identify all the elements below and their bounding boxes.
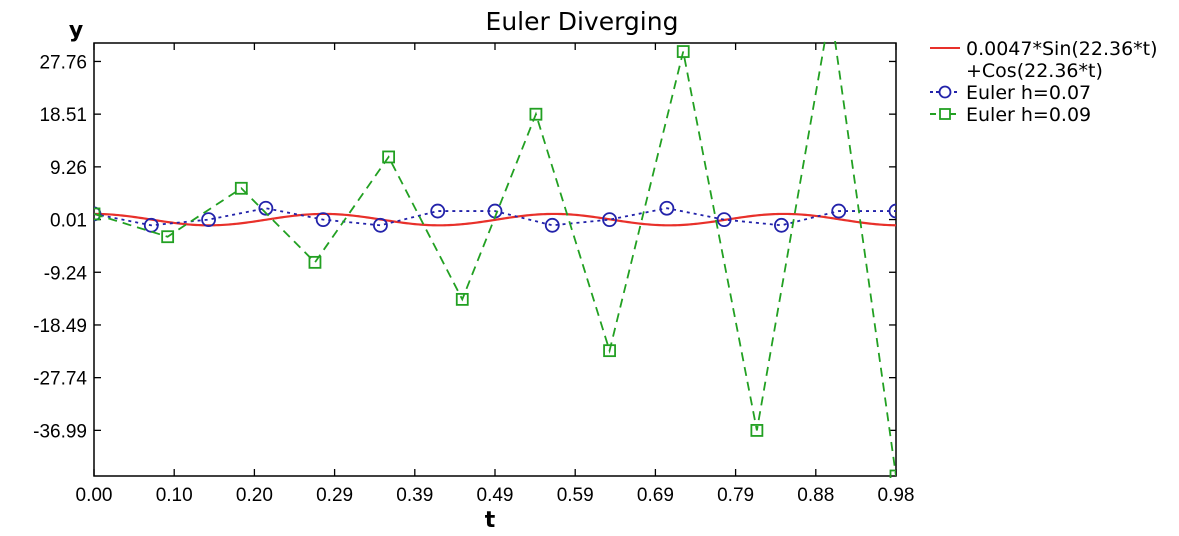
y-axis: 27.76 18.51 9.26 0.01 -9.24 -18.49 -27.74 -36.9… (33, 52, 896, 442)
data-point-square (825, 3, 836, 14)
data-point-square (94, 207, 101, 221)
series-line-0 (94, 212, 896, 227)
data-point-circle (602, 212, 617, 228)
data-point-circle (888, 203, 896, 219)
data-point-square (676, 45, 690, 58)
x-tick-label: 0.59 (557, 485, 594, 506)
data-point-square (234, 181, 248, 195)
data-point-circle (774, 217, 789, 233)
series-layer (94, 3, 896, 478)
legend: 0.0047*Sin(22.36*t)+Cos(22.36*t)Euler h=… (930, 38, 1158, 126)
data-point-circle (430, 203, 446, 219)
x-tick-label: 0.10 (156, 485, 193, 506)
data-point-square (382, 150, 396, 164)
legend-label-0: +Cos(22.36*t) (966, 60, 1103, 82)
x-tick-label: 0.69 (637, 485, 674, 506)
y-tick-label: -36.99 (33, 421, 87, 442)
legend-marker-circle (938, 85, 952, 99)
data-point-square (455, 292, 469, 306)
y-tick-label: 9.26 (50, 158, 87, 179)
data-point-square (603, 344, 616, 358)
series-line-2 (94, 41, 896, 477)
data-point-square (889, 469, 896, 478)
y-tick-label: -18.49 (33, 316, 87, 337)
x-tick-label: 0.49 (477, 485, 514, 506)
x-tick-label: 0.00 (76, 485, 113, 506)
y-tick-label: -9.24 (44, 263, 88, 284)
y-axis-label: y (69, 18, 83, 43)
data-point-circle (831, 203, 847, 219)
y-tick-label: 27.76 (39, 52, 87, 73)
data-point-circle (315, 212, 331, 228)
data-point-square (308, 255, 322, 269)
data-point-circle (716, 212, 732, 228)
x-axis: 0.00 0.10 0.20 0.29 0.39 0.49 0.59 0.69 0.79 0.88… (76, 43, 915, 506)
chart-title: Euler Diverging (486, 7, 679, 36)
legend-marker-square (939, 108, 951, 120)
x-axis-label: t (485, 508, 496, 533)
x-tick-label: 0.79 (717, 485, 754, 506)
data-point-square (529, 107, 543, 121)
data-point-circle (258, 200, 274, 216)
legend-label-2: Euler h=0.09 (966, 104, 1091, 126)
data-point-square (161, 230, 175, 244)
legend-label-1: Euler h=0.07 (966, 82, 1091, 104)
y-tick-label: 18.51 (39, 105, 87, 126)
plot-frame (93, 42, 897, 477)
x-tick-label: 0.20 (236, 485, 273, 506)
data-point-square (750, 424, 764, 437)
data-point-circle (659, 200, 675, 216)
x-tick-label: 0.98 (878, 485, 915, 506)
x-tick-label: 0.29 (316, 485, 353, 506)
y-tick-label: -27.74 (33, 369, 87, 390)
y-tick-label: 0.01 (50, 211, 87, 232)
x-tick-label: 0.88 (797, 485, 834, 506)
data-point-circle (201, 212, 216, 228)
x-tick-label: 0.39 (396, 485, 433, 506)
series-line-1 (94, 207, 896, 227)
data-point-circle (373, 217, 388, 233)
legend-label-0: 0.0047*Sin(22.36*t) (966, 38, 1158, 60)
data-point-circle (544, 217, 560, 233)
data-point-circle (94, 206, 102, 222)
